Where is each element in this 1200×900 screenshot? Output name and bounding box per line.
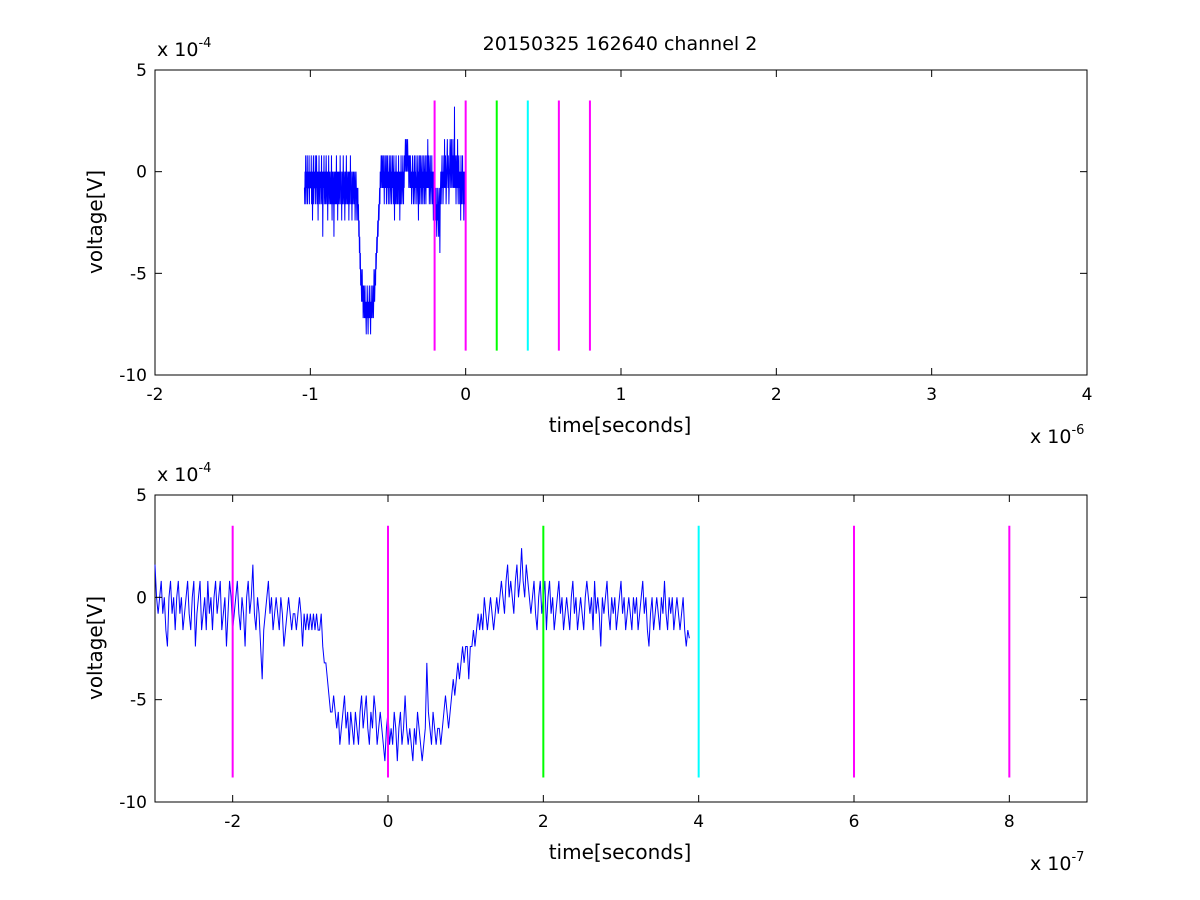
top-y-exponent: x 10-4 <box>157 36 211 61</box>
bottom-y-tick-label: -5 <box>130 691 147 711</box>
top-x-tick-label: 1 <box>616 385 627 405</box>
bottom-y-axis-label: voltage[V] <box>83 596 107 700</box>
bottom-y-exponent-power: -4 <box>198 461 211 476</box>
bottom-x-ticks: -2 0 2 4 6 8 <box>224 495 1015 832</box>
top-x-exponent: x 10-6 <box>1030 423 1084 448</box>
top-series-group <box>303 106 467 335</box>
top-x-tick-label: 2 <box>771 385 782 405</box>
figure-title: 20150325 162640 channel 2 <box>483 33 758 55</box>
bottom-plot-frame <box>154 494 1088 803</box>
bottom-x-exponent-base: x 10 <box>1030 853 1071 875</box>
top-y-tick-label: 5 <box>136 61 147 81</box>
bottom-y-tick-label: 0 <box>136 588 147 608</box>
top-y-ticks: -10 -5 0 5 <box>119 61 1087 386</box>
top-x-exponent-base: x 10 <box>1030 426 1071 448</box>
bottom-x-tick-label: 4 <box>693 812 704 832</box>
top-subplot: -2 -1 0 1 2 3 4 -10-505 time[seconds] voltage[… <box>83 36 1092 448</box>
top-x-tick-label: -2 <box>147 385 164 405</box>
top-x-tick-label: 0 <box>460 385 471 405</box>
top-y-tick-label: -5 <box>130 264 147 284</box>
bottom-x-tick-label: 0 <box>383 812 394 832</box>
top-y-exponent-base: x 10 <box>157 39 198 61</box>
top-y-tick-label: -10 <box>119 366 147 386</box>
top-y-axis-label: voltage[V] <box>83 170 107 274</box>
bottom-x-tick-label: -2 <box>224 812 241 832</box>
bottom-x-exponent: x 10-7 <box>1030 850 1084 875</box>
top-marker-group <box>433 100 591 351</box>
bottom-x-exponent-power: -7 <box>1071 850 1084 865</box>
bottom-y-exponent-base: x 10 <box>157 464 198 486</box>
bottom-x-tick-label: 6 <box>849 812 860 832</box>
bottom-x-axis-label: time[seconds] <box>549 840 692 864</box>
top-voltage-series-line <box>303 106 467 335</box>
top-y-exponent-power: -4 <box>198 36 211 51</box>
top-x-tick-label: 4 <box>1082 385 1093 405</box>
top-x-ticks: -2 -1 0 1 2 3 4 <box>147 70 1093 405</box>
bottom-y-ticks: -10 -5 0 5 <box>119 486 1087 813</box>
bottom-series-group <box>154 548 690 762</box>
bottom-y-tick-label: 5 <box>136 486 147 506</box>
bottom-y-exponent: x 10-4 <box>157 461 211 486</box>
top-y-tick-label: 0 <box>136 163 147 183</box>
top-x-tick-label: 3 <box>926 385 937 405</box>
bottom-marker-group <box>231 525 1011 778</box>
top-x-axis-label: time[seconds] <box>549 413 692 437</box>
bottom-x-tick-label: 8 <box>1004 812 1015 832</box>
bottom-x-tick-label: 2 <box>538 812 549 832</box>
top-x-tick-label: -1 <box>302 385 319 405</box>
bottom-subplot: -2 0 2 4 6 8 -10 -5 0 5 time[seconds] voltage[V]… <box>83 461 1088 875</box>
bottom-voltage-series-line <box>154 548 690 762</box>
top-x-exponent-power: -6 <box>1071 423 1084 438</box>
bottom-y-tick-label: -10 <box>119 793 147 813</box>
